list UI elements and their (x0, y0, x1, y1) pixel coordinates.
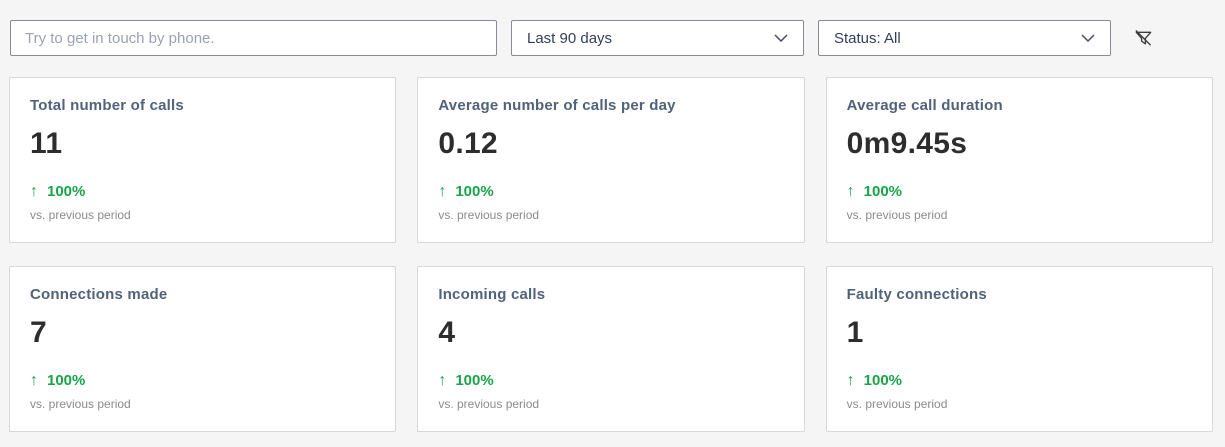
trend-indicator: ↑ 100% (438, 372, 783, 389)
stat-card-incoming-calls: Incoming calls 4 ↑ 100% vs. previous per… (417, 266, 805, 432)
trend-up-icon: ↑ (30, 371, 38, 389)
trend-value: 100% (863, 372, 903, 389)
card-title: Average call duration (846, 97, 1003, 114)
stat-card-connections-made: Connections made 7 ↑ 100% vs. previous p… (9, 266, 397, 432)
status-value: Status: All (834, 29, 901, 47)
card-value: 1 (846, 316, 864, 349)
card-caption: vs. previous period (438, 397, 540, 411)
card-title: Connections made (30, 286, 168, 303)
card-value: 11 (30, 127, 63, 160)
trend-up-icon: ↑ (438, 182, 447, 200)
card-title: Faulty connections (846, 286, 987, 303)
card-title: Average number of calls per day (438, 97, 676, 114)
filter-clear-icon (1135, 29, 1152, 46)
card-caption: vs. previous period (438, 208, 540, 222)
trend-value: 100% (455, 183, 494, 200)
trend-indicator: ↑ 100% (30, 183, 375, 200)
trend-indicator: ↑ 100% (847, 183, 1192, 200)
stat-card-faulty-connections: Faulty connections 1 ↑ 100% vs. previous… (825, 266, 1213, 432)
stat-card-avg-calls-per-day: Average number of calls per day 0.12 ↑ 1… (417, 77, 805, 243)
card-value: 0m9.45s (846, 127, 968, 160)
card-caption: vs. previous period (30, 208, 131, 222)
date-range-value: Last 90 days (527, 29, 613, 47)
card-value: 4 (438, 316, 456, 349)
trend-up-icon: ↑ (30, 182, 38, 200)
clear-filters-button[interactable] (1130, 25, 1157, 52)
date-range-select[interactable]: Last 90 days (511, 20, 804, 56)
card-caption: vs. previous period (30, 397, 131, 411)
trend-value: 100% (863, 183, 903, 200)
trend-indicator: ↑ 100% (30, 372, 375, 389)
trend-indicator: ↑ 100% (438, 183, 783, 200)
chevron-down-icon (774, 34, 788, 42)
trend-value: 100% (47, 372, 86, 389)
trend-up-icon: ↑ (438, 371, 447, 389)
card-caption: vs. previous period (846, 208, 948, 222)
stat-card-avg-call-duration: Average call duration 0m9.45s ↑ 100% vs.… (825, 77, 1213, 243)
chevron-down-icon (1081, 34, 1095, 42)
search-input[interactable] (10, 20, 497, 56)
trend-value: 100% (47, 183, 86, 200)
card-title: Total number of calls (30, 97, 184, 114)
card-caption: vs. previous period (846, 397, 948, 411)
trend-indicator: ↑ 100% (847, 372, 1192, 389)
trend-up-icon: ↑ (846, 371, 855, 389)
stats-grid: Total number of calls 11 ↑ 100% vs. prev… (9, 77, 1213, 432)
filters-toolbar: Last 90 days Status: All (10, 20, 1213, 56)
card-value: 0.12 (438, 127, 498, 160)
status-select[interactable]: Status: All (818, 20, 1111, 56)
card-value: 7 (30, 316, 47, 349)
card-title: Incoming calls (438, 286, 546, 303)
trend-up-icon: ↑ (846, 182, 855, 200)
stat-card-total-calls: Total number of calls 11 ↑ 100% vs. prev… (9, 77, 397, 243)
trend-value: 100% (455, 372, 494, 389)
